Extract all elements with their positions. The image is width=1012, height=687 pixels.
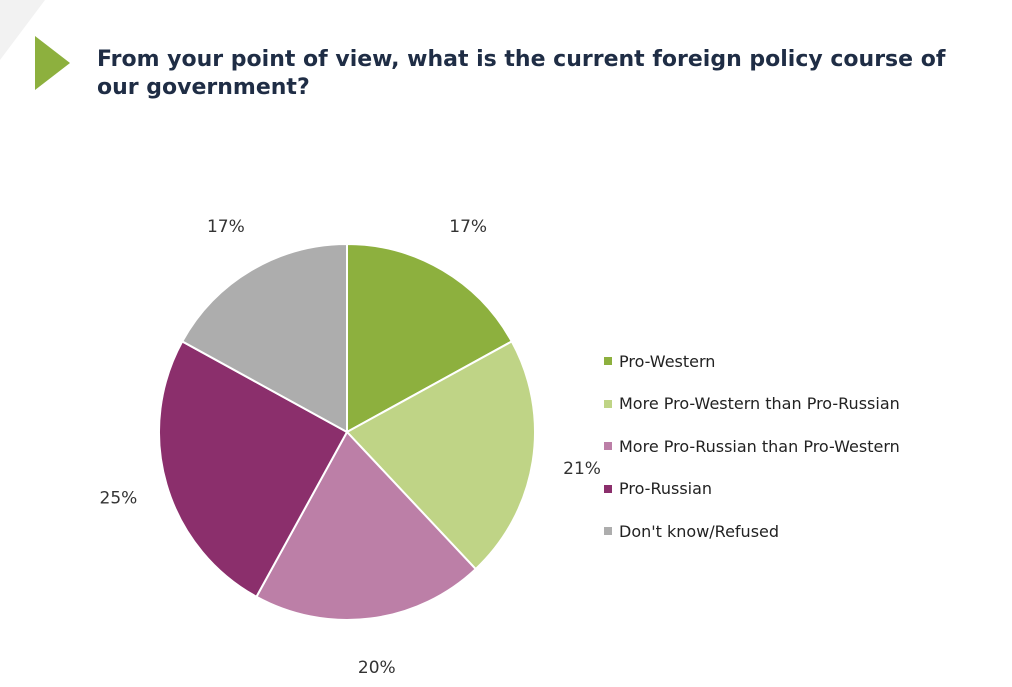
legend-swatch <box>604 442 612 451</box>
legend-label: More Pro-Russian than Pro-Western <box>619 436 900 456</box>
legend-label: Pro-Russian <box>619 479 713 499</box>
legend-item-pro-western: Pro-Western <box>604 340 900 383</box>
legend-item-more-pro-russian-than-pro-western: More Pro-Russian than Pro-Western <box>604 425 900 468</box>
chart-title: From your point of view, what is the cur… <box>97 47 946 100</box>
data-label-don-t-know-refused: 17% <box>207 217 245 237</box>
pie-slice-more-pro-western-than-pro-russian <box>345 340 536 571</box>
legend-swatch <box>604 357 612 366</box>
legend-label: More Pro-Western than Pro-Russian <box>619 394 900 414</box>
pie-slice-don-t-know-refused <box>180 242 348 434</box>
corner-background-shape <box>0 0 45 60</box>
legend-item-more-pro-western-than-pro-russian: More Pro-Western than Pro-Russian <box>604 383 900 426</box>
legend-label: Pro-Western <box>619 351 716 371</box>
pie-data-labels: 17% 21% 20% 25% 17% <box>100 217 601 678</box>
data-label-more-pro-russian-than-pro-western: 20% <box>358 658 396 678</box>
data-label-pro-western: 17% <box>449 217 487 237</box>
legend-item-pro-russian: Pro-Russian <box>604 468 900 511</box>
corner-decoration <box>0 0 70 90</box>
pie-slice-pro-russian <box>158 340 349 599</box>
data-label-pro-russian: 25% <box>100 488 138 508</box>
pie-slice-pro-western <box>346 242 514 434</box>
legend-swatch <box>604 399 612 408</box>
legend-swatch <box>604 527 612 536</box>
slide-marker-triangle <box>35 36 70 90</box>
legend-swatch <box>604 484 612 493</box>
legend-item-don-t-know-refused: Don't know/Refused <box>604 510 900 553</box>
chart-legend: Pro-Western More Pro-Western than Pro-Rus… <box>604 340 900 553</box>
data-label-more-pro-western-than-pro-russian: 21% <box>563 459 601 479</box>
pie-slice-more-pro-russian-than-pro-western <box>255 430 478 621</box>
pie-slices <box>158 242 536 621</box>
legend-label: Don't know/Refused <box>619 521 780 541</box>
